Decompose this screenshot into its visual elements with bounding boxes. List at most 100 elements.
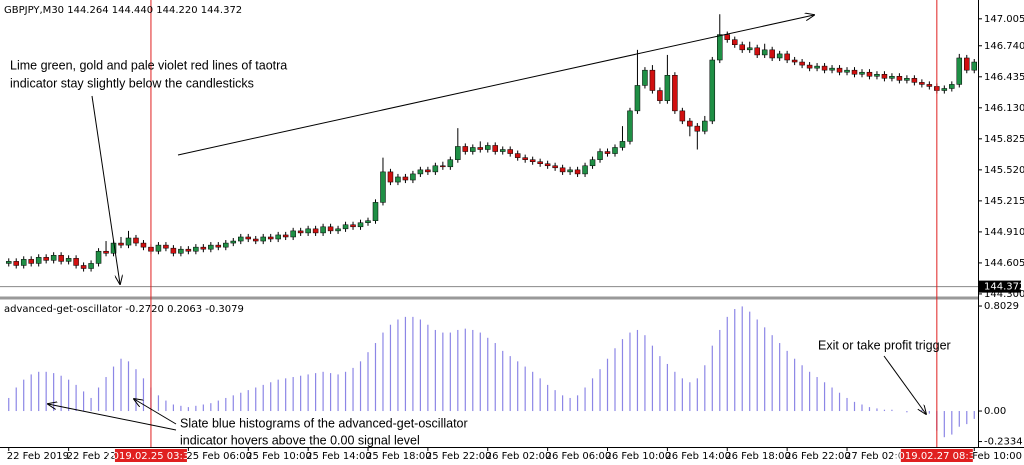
candle-body xyxy=(956,57,963,85)
y-tick-label: 146.435 xyxy=(984,72,1024,83)
x-tick-label: 25 Feb 14:00 xyxy=(306,451,372,462)
candle-body xyxy=(732,39,738,46)
candle-body xyxy=(522,157,528,160)
candle-body xyxy=(440,165,446,168)
candle-body xyxy=(769,49,775,59)
candle-body xyxy=(20,259,27,266)
candle-body xyxy=(320,226,326,234)
candle-body xyxy=(342,224,349,230)
candle-body xyxy=(821,65,828,71)
x-tick-label: 26 Feb 06:00 xyxy=(546,451,612,462)
y-tick-label: 0.8029 xyxy=(984,301,1019,312)
candle-body xyxy=(679,110,686,122)
candle-body xyxy=(514,153,521,158)
annotation-arrow xyxy=(883,355,926,414)
x-tick-label: 2019.02.27 08:30 xyxy=(892,451,981,462)
y-tick-label: 0.00 xyxy=(984,406,1006,417)
candle-body xyxy=(447,159,454,168)
annotation: Exit or take profit trigger xyxy=(818,338,951,352)
candle-body xyxy=(88,263,94,269)
candle-body xyxy=(238,236,244,242)
candle-body xyxy=(589,159,596,167)
last-price-label: 144.372 xyxy=(984,282,1024,293)
annotation-arrow xyxy=(48,404,177,431)
candle-body xyxy=(754,47,760,56)
candle-body xyxy=(582,165,588,175)
candle-body xyxy=(365,220,371,223)
candle-body xyxy=(223,242,229,248)
candle-body xyxy=(260,236,266,242)
y-tick-label: 145.520 xyxy=(984,165,1024,176)
candle-body xyxy=(163,244,169,249)
trend-arrow xyxy=(177,15,814,156)
x-tick-label: 22 Feb 22:00 xyxy=(67,451,133,462)
candle-body xyxy=(574,169,581,175)
y-tick-label: 146.740 xyxy=(984,41,1024,52)
candle-body xyxy=(814,65,820,69)
candle-body xyxy=(103,250,109,254)
candle-body xyxy=(806,64,813,69)
candle-body xyxy=(881,73,888,79)
candle-body xyxy=(844,69,850,73)
candle-body xyxy=(709,59,716,122)
candle-body xyxy=(185,248,192,252)
candle-body xyxy=(739,44,745,51)
x-tick-label: 25 Feb 22:00 xyxy=(426,451,492,462)
x-tick-label: 2019.02.25 03:30 xyxy=(106,451,195,462)
candle-body xyxy=(829,67,835,71)
y-tick-label: 146.130 xyxy=(984,103,1024,114)
candle-body xyxy=(350,224,356,228)
candle-body xyxy=(537,161,543,164)
candle-body xyxy=(567,169,573,173)
candle-body xyxy=(612,147,618,154)
candle-body xyxy=(949,84,955,89)
y-tick-label: 145.215 xyxy=(984,196,1024,207)
x-tick-label: 25 Feb 10:00 xyxy=(246,451,312,462)
candle-body xyxy=(776,53,783,59)
x-tick-label: 27 Feb 02:00 xyxy=(845,451,911,462)
y-tick-label: 144.300 xyxy=(984,289,1024,300)
candle-body xyxy=(297,230,304,234)
candle-body xyxy=(252,238,259,242)
candle-body xyxy=(170,247,177,254)
candle-body xyxy=(58,255,64,262)
candle-body xyxy=(919,82,925,85)
candle-body xyxy=(305,228,311,234)
candle-body xyxy=(80,265,87,269)
candle-body xyxy=(529,159,536,162)
y-tick-label: 144.910 xyxy=(984,227,1024,238)
candle-body xyxy=(178,248,184,254)
candle-body xyxy=(964,57,970,71)
event-label-box xyxy=(900,449,973,462)
candle-body xyxy=(13,261,19,266)
candle-body xyxy=(791,59,798,63)
annotation: indicator hovers above the 0.00 signal l… xyxy=(180,433,420,447)
annotation-arrow xyxy=(134,399,177,425)
candle-body xyxy=(215,244,222,248)
candle-body xyxy=(282,234,289,238)
candle-body xyxy=(799,61,805,66)
candle-body xyxy=(941,88,948,91)
candle-body xyxy=(357,222,364,228)
candle-body xyxy=(627,110,633,142)
candle-body xyxy=(604,151,611,154)
candle-body xyxy=(687,120,693,127)
candle-body xyxy=(499,149,506,152)
candle-body xyxy=(507,149,513,154)
candle-body xyxy=(642,69,648,86)
candle-body xyxy=(95,250,102,264)
candle-body xyxy=(395,176,401,183)
candle-body xyxy=(911,78,918,83)
x-tick-label: 26 Feb 14:00 xyxy=(665,451,731,462)
candle-body xyxy=(724,34,731,40)
x-tick-label: 25 Feb 18:00 xyxy=(366,451,432,462)
candle-body xyxy=(118,242,124,246)
candle-body xyxy=(634,85,641,112)
candle-body xyxy=(245,236,251,240)
candle-body xyxy=(312,228,319,234)
candle-body xyxy=(761,49,768,56)
annotation: Lime green, gold and pale violet red lin… xyxy=(10,58,287,72)
candle-body xyxy=(485,145,491,150)
candle-body xyxy=(597,151,603,160)
candle-body xyxy=(664,75,671,101)
